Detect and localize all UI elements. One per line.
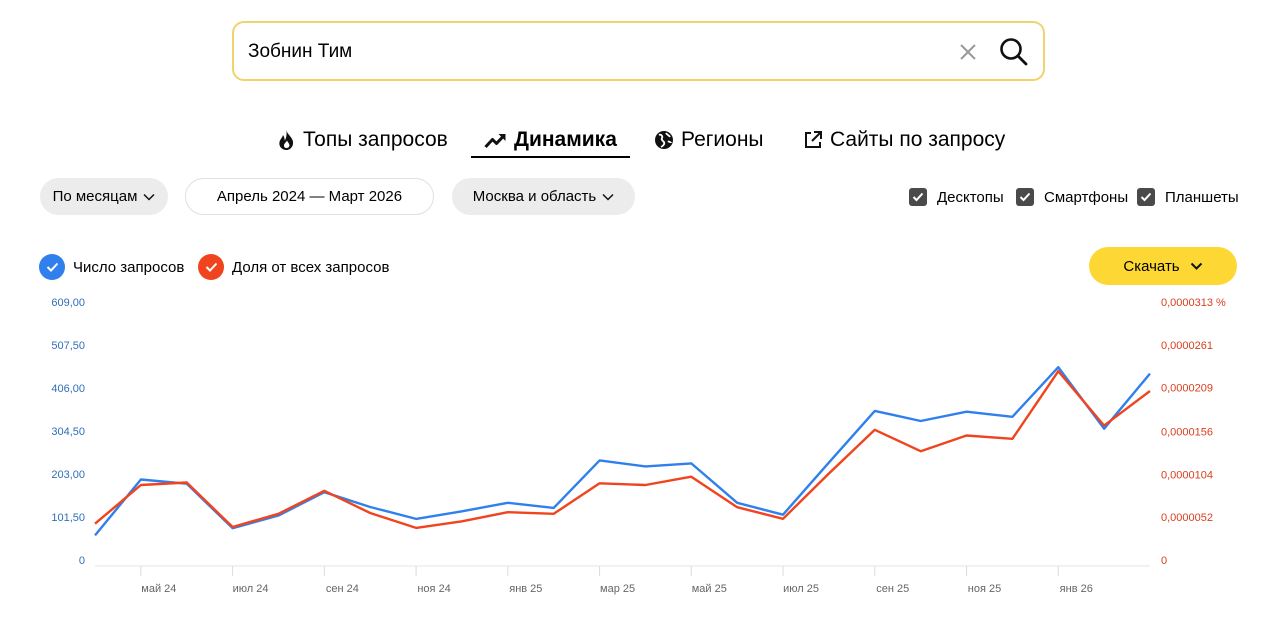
checkbox-label: Планшеты xyxy=(1165,188,1239,206)
tab-label: Динамика xyxy=(514,128,617,151)
fire-icon xyxy=(277,129,296,151)
tab-label: Сайты по запросу xyxy=(830,128,1006,151)
x-tick-label: ноя 25 xyxy=(968,583,1001,595)
y-right-tick-label: 0,0000209 xyxy=(1161,383,1213,395)
y-right-tick-label: 0,0000261 xyxy=(1161,340,1213,352)
region-label: Москва и область xyxy=(472,188,597,205)
download-button[interactable]: Скачать xyxy=(1089,247,1237,285)
search-icon[interactable] xyxy=(998,36,1030,68)
x-tick-label: янв 25 xyxy=(509,583,542,595)
date-range-picker[interactable]: Апрель 2024 — Март 2026 xyxy=(185,178,434,215)
checkbox-tablets[interactable]: Планшеты xyxy=(1137,188,1239,206)
check-icon xyxy=(1016,188,1034,206)
external-link-icon xyxy=(803,130,823,150)
check-icon xyxy=(198,254,224,280)
search-box xyxy=(232,21,1045,81)
checkbox-label: Десктопы xyxy=(937,188,1004,206)
y-left-tick-label: 609,00 xyxy=(51,297,85,309)
check-icon xyxy=(1137,188,1155,206)
period-label: По месяцам xyxy=(52,188,138,205)
y-right-tick-label: 0 xyxy=(1161,555,1167,567)
tab-label: Топы запросов xyxy=(303,128,448,151)
x-tick-label: ноя 24 xyxy=(417,583,450,595)
period-select[interactable]: По месяцам xyxy=(40,178,168,215)
y-right-tick-label: 0,0000052 xyxy=(1161,512,1213,524)
legend-label: Доля от всех запросов xyxy=(232,258,390,276)
checkbox-desktops[interactable]: Десктопы xyxy=(909,188,1004,206)
legend-label: Число запросов xyxy=(73,258,185,276)
x-tick-label: июл 24 xyxy=(233,583,269,595)
trend-up-icon xyxy=(484,131,507,149)
chevron-down-icon xyxy=(1190,258,1203,275)
globe-icon xyxy=(654,130,674,150)
tab-bar: Топы запросов Динамика Регионы Сайты по … xyxy=(0,124,1280,158)
x-tick-label: сен 24 xyxy=(326,583,359,595)
tab-dynamics[interactable]: Динамика xyxy=(471,124,630,158)
tab-regions[interactable]: Регионы xyxy=(654,124,764,156)
y-right-tick-label: 0,0000313 % xyxy=(1161,297,1226,309)
series-line-share xyxy=(94,370,1151,530)
download-label: Скачать xyxy=(1123,257,1180,275)
clear-icon[interactable] xyxy=(956,38,980,66)
date-range-label: Апрель 2024 — Март 2026 xyxy=(216,188,403,205)
y-left-tick-label: 0 xyxy=(79,555,85,567)
region-select[interactable]: Москва и область xyxy=(452,178,635,215)
search-input[interactable] xyxy=(248,37,928,67)
checkbox-label: Смартфоны xyxy=(1044,188,1129,206)
x-tick-label: сен 25 xyxy=(876,583,909,595)
chevron-down-icon xyxy=(143,188,155,205)
y-right-tick-label: 0,0000104 xyxy=(1161,469,1213,481)
check-icon xyxy=(909,188,927,206)
y-right-tick-label: 0,0000156 xyxy=(1161,426,1213,438)
legend-count[interactable]: Число запросов xyxy=(39,254,184,280)
check-icon xyxy=(39,254,65,280)
x-tick-label: мар 25 xyxy=(600,583,635,595)
y-left-tick-label: 304,50 xyxy=(51,426,85,438)
series-line-count xyxy=(94,366,1151,537)
checkbox-smartphones[interactable]: Смартфоны xyxy=(1016,188,1128,206)
tab-label: Регионы xyxy=(681,128,764,151)
x-tick-label: май 25 xyxy=(692,583,727,595)
y-left-tick-label: 406,00 xyxy=(51,383,85,395)
legend-share[interactable]: Доля от всех запросов xyxy=(198,254,389,280)
chevron-down-icon xyxy=(602,188,614,205)
x-tick-label: май 24 xyxy=(141,583,176,595)
y-left-tick-label: 507,50 xyxy=(51,340,85,352)
y-left-tick-label: 203,00 xyxy=(51,469,85,481)
x-tick-label: июл 25 xyxy=(783,583,819,595)
y-left-tick-label: 101,50 xyxy=(51,512,85,524)
dynamics-chart: 0 101,50 203,00 304,50 406,00 507,50 609,00 0 0,… xyxy=(51,297,1226,595)
tab-sites[interactable]: Сайты по запросу xyxy=(803,124,1005,156)
tab-top-queries[interactable]: Топы запросов xyxy=(277,124,448,156)
x-tick-label: янв 26 xyxy=(1060,583,1093,595)
